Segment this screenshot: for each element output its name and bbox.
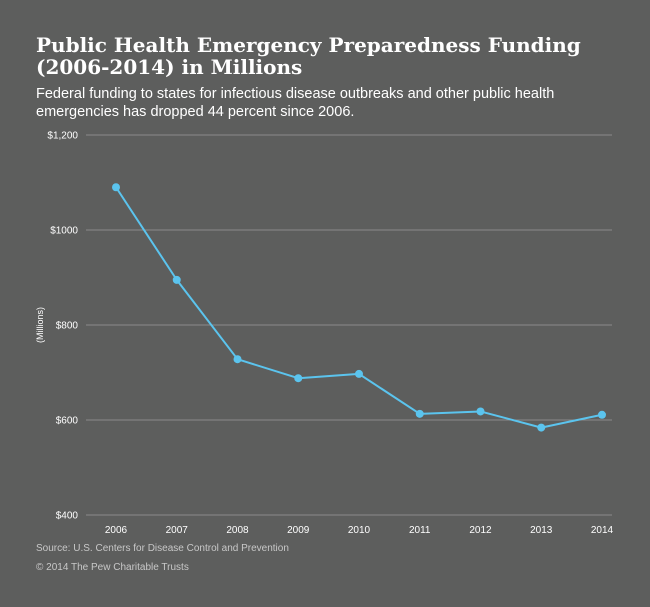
x-tick-label: 2013 — [530, 525, 553, 536]
data-point — [233, 355, 242, 364]
chart-title-line-1: Public Health Emergency Preparedness Fun… — [36, 33, 581, 57]
x-tick-label: 2014 — [591, 525, 614, 536]
chart-subtitle: Federal funding to states for infectious… — [36, 86, 555, 120]
source-note: Source: U.S. Centers for Disease Control… — [36, 543, 289, 554]
y-tick-label: $600 — [56, 416, 79, 427]
y-tick-label: $1,200 — [47, 131, 78, 142]
gridlines — [86, 134, 612, 516]
x-tick-label: 2009 — [287, 525, 310, 536]
y-axis-label: (Millions) — [35, 307, 45, 343]
x-tick-label: 2007 — [166, 525, 189, 536]
x-tick-label: 2010 — [348, 525, 371, 536]
series-layer — [112, 183, 606, 432]
y-tick-label: $400 — [56, 511, 79, 522]
data-point — [112, 183, 120, 192]
data-point — [415, 409, 424, 418]
data-point — [476, 407, 485, 416]
data-point — [537, 423, 546, 432]
copyright-note: © 2014 The Pew Charitable Trusts — [36, 562, 189, 573]
x-axis-ticks: 2006 2007 2008 2009 2010 2011 2012 2013 2014 — [105, 525, 614, 536]
data-point — [355, 369, 363, 378]
data-point — [598, 410, 606, 419]
series-line — [115, 186, 603, 429]
chart-title-line-2: (2006-2014) in Millions — [36, 55, 303, 79]
x-tick-label: 2011 — [409, 525, 431, 536]
y-tick-label: $800 — [56, 321, 79, 332]
y-axis-ticks: $400 $600 $800 $1000 $1,200 — [47, 131, 78, 522]
x-tick-label: 2012 — [469, 525, 492, 536]
data-point — [294, 374, 303, 383]
x-tick-label: 2008 — [226, 525, 249, 536]
data-point — [172, 275, 181, 284]
x-tick-label: 2006 — [105, 525, 128, 536]
chart-title: Public Health Emergency Preparedness Fun… — [36, 34, 626, 78]
y-tick-label: $1000 — [50, 226, 78, 237]
